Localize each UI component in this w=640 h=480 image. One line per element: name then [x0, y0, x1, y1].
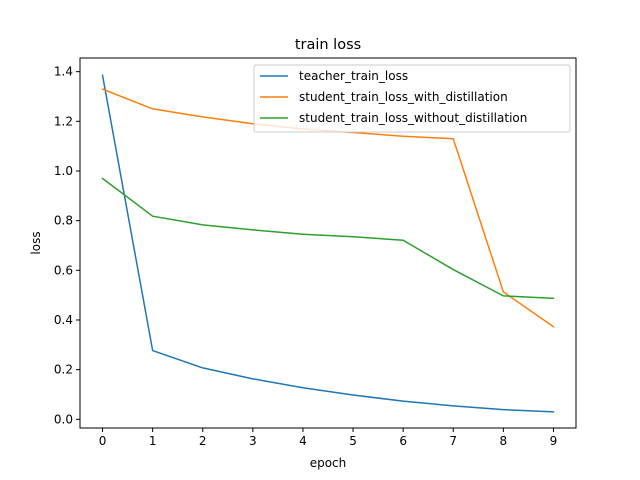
- y-tick-label: 0.6: [54, 263, 73, 277]
- legend: teacher_train_loss student_train_loss_wit…: [253, 64, 571, 133]
- series-line-student-train-loss-without-distillation: [101, 177, 555, 300]
- legend-box: [253, 64, 571, 133]
- x-axis: 0 1 2 3 4 5 6 7 8 9: [99, 428, 558, 448]
- x-axis-label: epoch: [310, 456, 347, 470]
- legend-label: student_train_loss_with_distillation: [299, 90, 508, 104]
- x-tick-label: 9: [550, 434, 558, 448]
- x-tick-label: 0: [99, 434, 107, 448]
- y-tick-label: 1.0: [54, 164, 73, 178]
- x-tick-label: 8: [500, 434, 508, 448]
- y-axis: 0.0 0.2 0.4 0.6 0.8 1.0 1.2 1.4: [54, 65, 80, 426]
- x-tick-label: 4: [299, 434, 307, 448]
- y-tick-label: 1.2: [54, 114, 73, 128]
- x-tick-label: 6: [399, 434, 407, 448]
- legend-label: teacher_train_loss: [299, 69, 408, 83]
- plot-frame: [79, 57, 577, 429]
- series-line-teacher-train-loss: [101, 74, 555, 413]
- x-tick-label: 5: [349, 434, 357, 448]
- y-tick-label: 0.0: [54, 412, 73, 426]
- x-tick-label: 1: [149, 434, 157, 448]
- y-axis-label: loss: [29, 231, 43, 254]
- y-tick-label: 0.2: [54, 363, 73, 377]
- chart-title: train loss: [295, 37, 361, 53]
- y-tick-label: 1.4: [54, 65, 73, 79]
- x-tick-label: 7: [449, 434, 457, 448]
- x-tick-label: 3: [249, 434, 257, 448]
- y-tick-label: 0.8: [54, 214, 73, 228]
- legend-label: student_train_loss_without_distillation: [299, 111, 527, 125]
- x-tick-label: 2: [199, 434, 207, 448]
- y-tick-label: 0.4: [54, 313, 73, 327]
